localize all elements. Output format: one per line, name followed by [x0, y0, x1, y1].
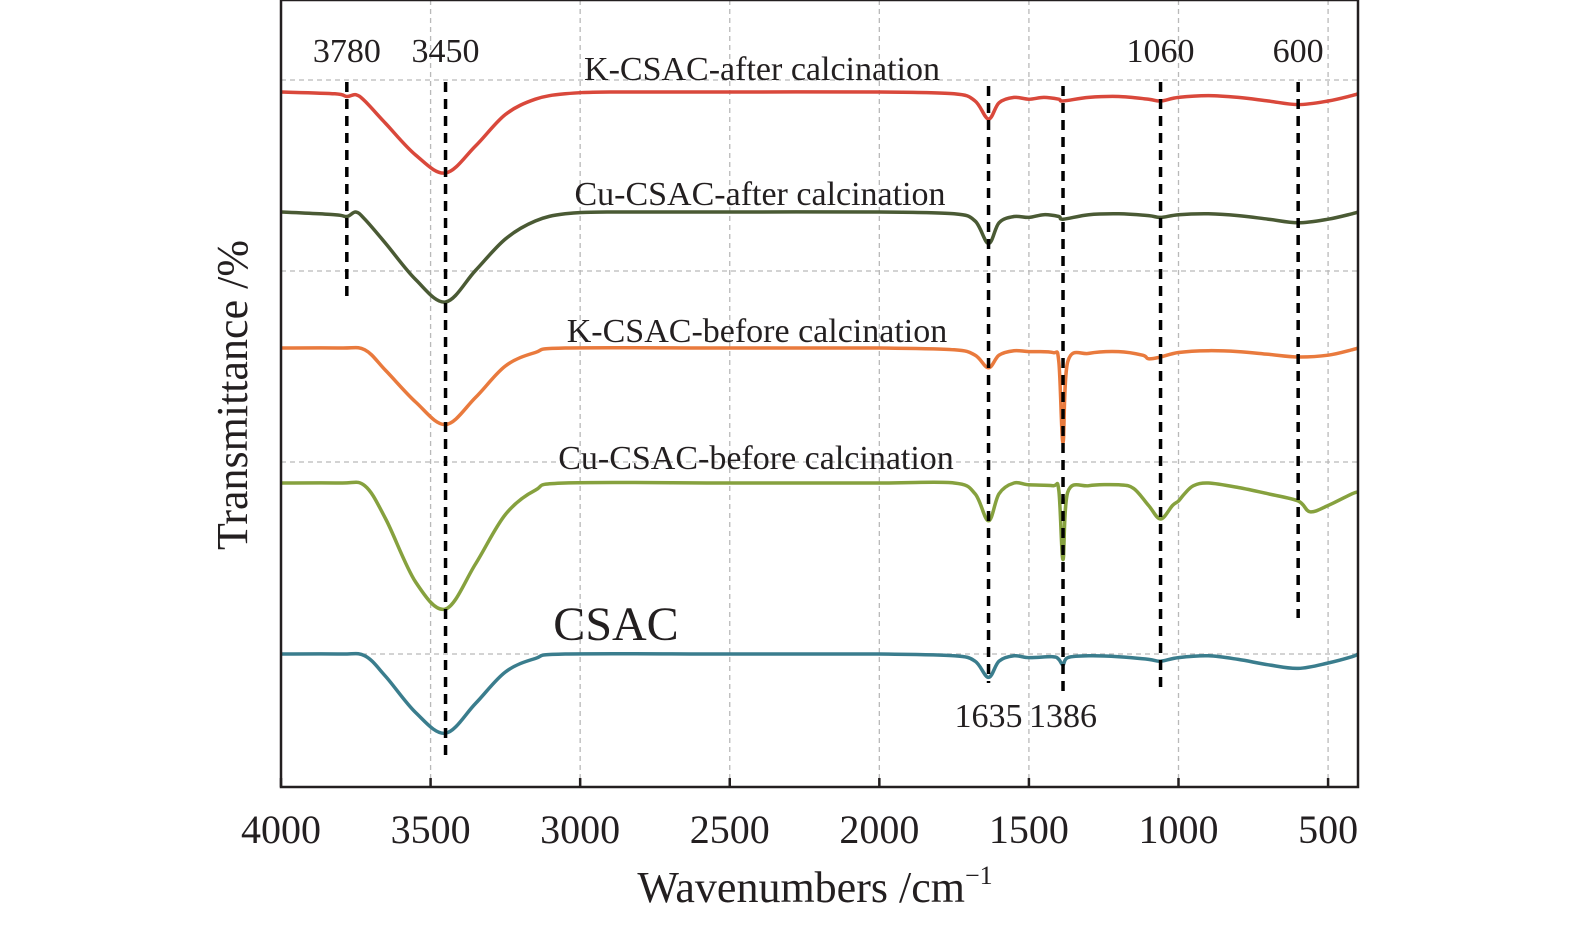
x-tick-label: 3000 — [540, 807, 620, 852]
x-axis-title: Wavenumbers /cm−1 — [637, 861, 992, 912]
peak-marker-label: 3450 — [412, 33, 480, 70]
series-label-layer: K-CSAC-after calcination Cu-CSAC-after ca… — [553, 51, 954, 651]
series-line — [280, 90, 1359, 175]
series-label: K-CSAC-before calcination — [567, 313, 948, 350]
series-label: K-CSAC-after calcination — [584, 51, 940, 88]
x-tick-label: 3500 — [391, 807, 471, 852]
series-line — [280, 210, 1359, 304]
x-tick-label: 2000 — [839, 807, 919, 852]
peak-marker-label: 1386 — [1029, 698, 1097, 735]
series-line — [280, 480, 1359, 612]
plot-frame — [279, 0, 1360, 789]
series-line — [280, 651, 1359, 735]
x-tick-label: 4000 — [241, 807, 321, 852]
series-label: Cu-CSAC-before calcination — [558, 440, 954, 477]
peak-marker-label: 600 — [1273, 33, 1324, 70]
series-label: CSAC — [553, 598, 678, 651]
x-tick-label: 2500 — [690, 807, 770, 852]
x-tick-layer: 4000 3500 3000 2500 2000 1500 1000 500 — [241, 778, 1358, 852]
grid-layer — [281, 0, 1358, 787]
x-tick-label: 500 — [1298, 807, 1358, 852]
series-label: Cu-CSAC-after calcination — [574, 176, 945, 213]
peak-marker-label: 1060 — [1127, 33, 1195, 70]
series-layer — [280, 90, 1359, 735]
x-axis-title-text: Wavenumbers /cm — [637, 863, 965, 912]
y-axis-title: Transmittance /% — [208, 240, 257, 550]
peak-marker-label: 1635 — [955, 698, 1023, 735]
x-tick-label: 1500 — [989, 807, 1069, 852]
series-line — [280, 345, 1359, 445]
peak-marker-layer: 3780 3450 1635 1386 1060 600 — [313, 33, 1324, 757]
peak-marker-label: 3780 — [313, 33, 381, 70]
x-axis-title-sup: −1 — [965, 861, 993, 890]
x-tick-label: 1000 — [1139, 807, 1219, 852]
